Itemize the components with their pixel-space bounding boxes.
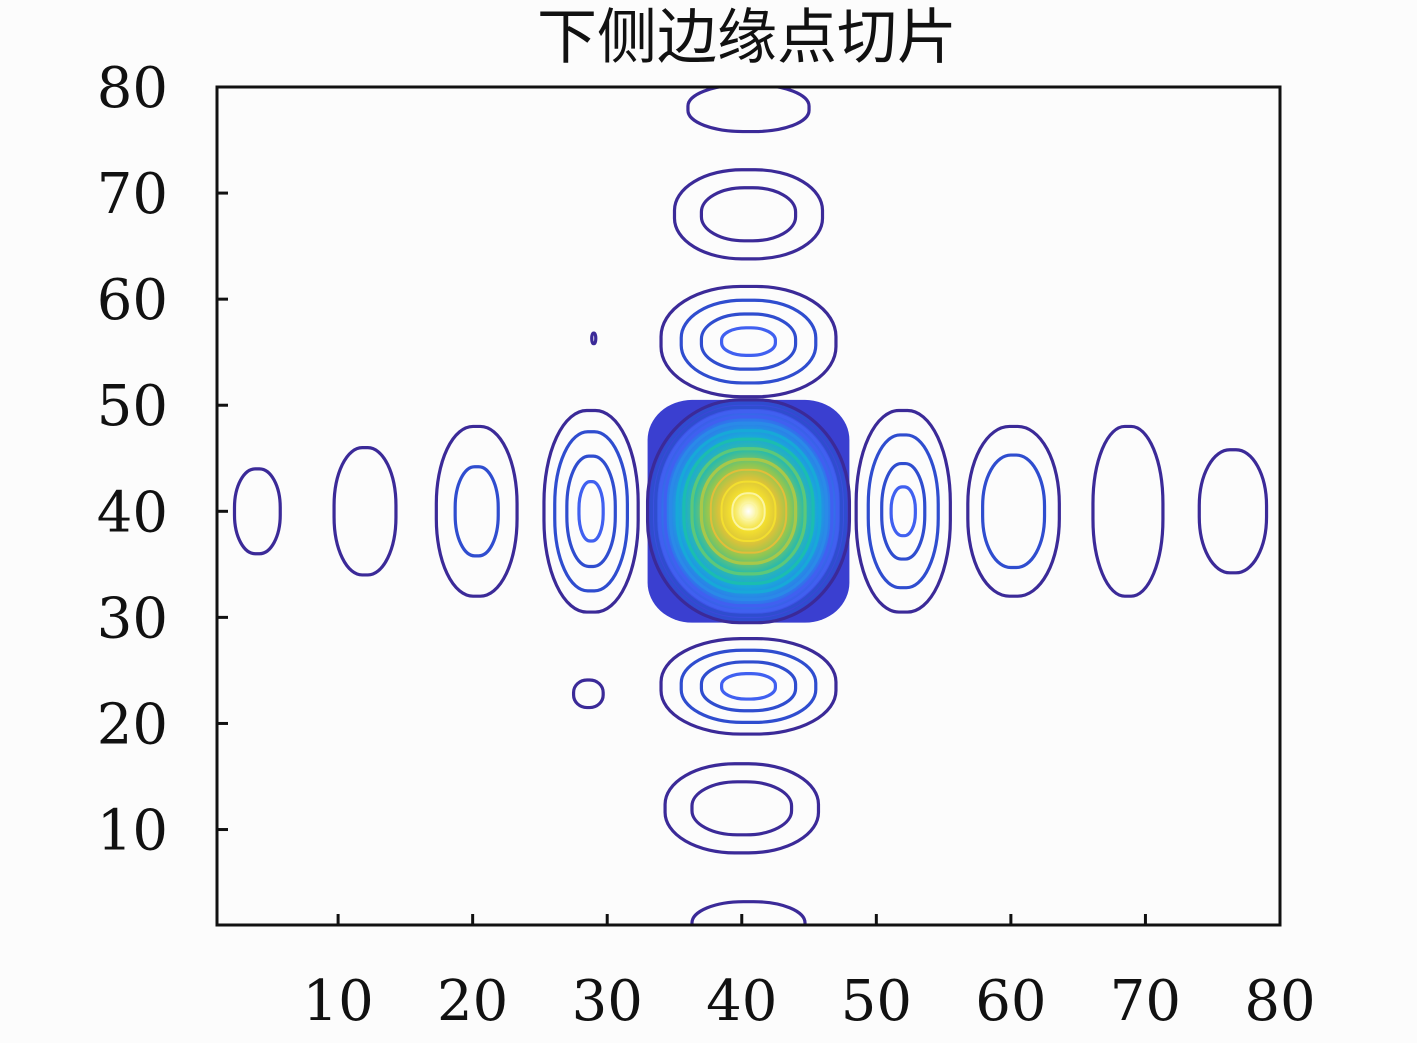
plot-area-frame xyxy=(215,85,1282,927)
contour-line xyxy=(866,433,940,590)
contour-line xyxy=(1091,424,1165,598)
contour-line xyxy=(332,446,398,577)
contour-line xyxy=(699,660,798,713)
contour-line xyxy=(650,401,847,622)
contour-line xyxy=(672,168,825,261)
x-tick-label: 10 xyxy=(302,969,373,1034)
contour-line xyxy=(699,186,798,243)
contour-line xyxy=(542,408,640,614)
contour-line xyxy=(654,405,843,617)
contour-line xyxy=(719,326,778,357)
chart-title: 下侧边缘点切片 xyxy=(537,3,957,73)
contour-line xyxy=(690,447,807,576)
contour-line xyxy=(232,467,282,556)
y-tick-label: 70 xyxy=(97,162,168,227)
contour-line xyxy=(889,485,917,538)
peak-fill xyxy=(647,399,850,623)
y-tick-label: 40 xyxy=(97,480,168,545)
contour-line xyxy=(577,480,605,543)
y-tick-label: 80 xyxy=(97,56,168,121)
contour-line xyxy=(553,430,629,593)
contour-line xyxy=(658,409,839,613)
contour-line xyxy=(719,671,778,701)
y-tick-label: 30 xyxy=(97,586,168,651)
x-tick-label: 80 xyxy=(1244,969,1315,1034)
contour-line xyxy=(720,480,777,543)
x-tick-label: 60 xyxy=(975,969,1046,1034)
peak-fill-layer xyxy=(647,399,850,623)
contour-line xyxy=(709,468,788,554)
x-tick-label: 70 xyxy=(1110,969,1181,1034)
contour-line xyxy=(699,457,798,565)
contour-line xyxy=(590,331,598,346)
contour-line xyxy=(739,501,758,521)
contour-line xyxy=(675,429,822,594)
contour-line xyxy=(565,454,617,569)
contour-line xyxy=(434,424,519,598)
contour-line xyxy=(659,636,838,736)
contour-line xyxy=(659,284,838,399)
y-tick-label: 20 xyxy=(97,692,168,757)
contour-line xyxy=(880,461,927,561)
contour-line xyxy=(699,312,798,371)
contour-line xyxy=(663,415,834,608)
contour-line xyxy=(453,465,500,558)
x-tick-label: 20 xyxy=(437,969,508,1034)
contour-line xyxy=(682,437,815,586)
contour-line xyxy=(966,424,1061,598)
x-tick-label: 50 xyxy=(841,969,912,1034)
contour-line xyxy=(690,780,794,837)
contour-line xyxy=(854,408,952,614)
x-tick-label: 30 xyxy=(572,969,643,1034)
y-tick-label: 60 xyxy=(97,268,168,333)
y-tick-label: 10 xyxy=(97,799,168,864)
contour-line xyxy=(679,298,818,385)
x-axis: 10 20 30 40 50 60 70 80 xyxy=(302,914,1316,1034)
x-tick-label: 40 xyxy=(706,969,777,1034)
contour-line xyxy=(668,421,829,601)
contour-line xyxy=(981,453,1047,570)
contour-line xyxy=(1197,448,1269,575)
contour-line xyxy=(645,398,852,625)
contour-line xyxy=(663,762,821,855)
contour-line xyxy=(686,87,811,134)
contour-line xyxy=(731,492,766,531)
y-tick-label: 50 xyxy=(97,374,168,439)
contour-line xyxy=(679,648,818,724)
y-axis: 10 20 30 40 50 60 70 80 xyxy=(97,56,228,864)
contour-line xyxy=(571,678,605,710)
